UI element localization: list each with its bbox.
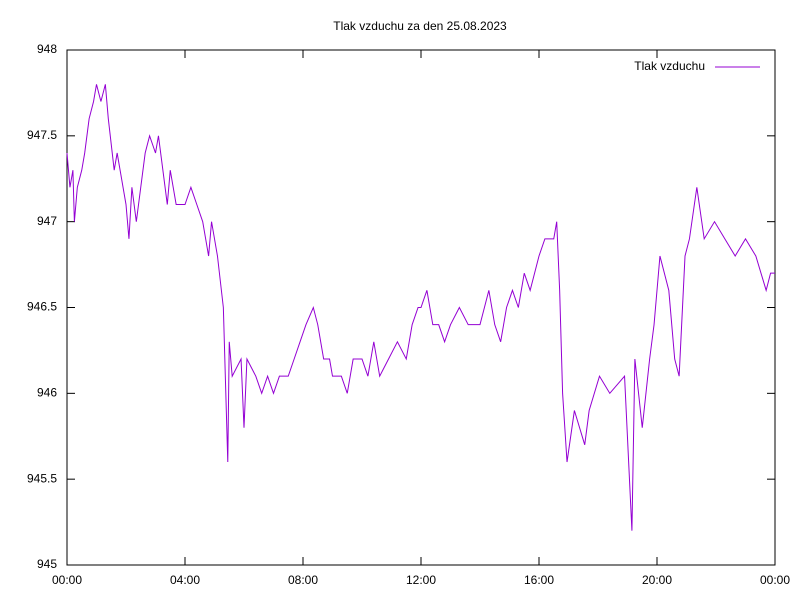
x-tick-label: 20:00 bbox=[642, 573, 672, 587]
y-tick-label: 947.5 bbox=[27, 128, 57, 142]
x-tick-label: 16:00 bbox=[524, 573, 554, 587]
x-tick-label: 04:00 bbox=[170, 573, 200, 587]
y-tick-label: 947 bbox=[37, 214, 57, 228]
chart-title: Tlak vzduchu za den 25.08.2023 bbox=[333, 19, 507, 33]
x-tick-label: 08:00 bbox=[288, 573, 318, 587]
data-line bbox=[66, 84, 775, 531]
y-tick-label: 946.5 bbox=[27, 300, 57, 314]
y-tick-label: 946 bbox=[37, 386, 57, 400]
y-tick-label: 948 bbox=[37, 42, 57, 56]
y-tick-label: 945.5 bbox=[27, 471, 57, 485]
x-tick-label: 12:00 bbox=[406, 573, 436, 587]
plot-border bbox=[66, 49, 776, 566]
y-tick-label: 945 bbox=[37, 557, 57, 571]
x-tick-label: 00:00 bbox=[52, 573, 82, 587]
x-tick-label: 00:00 bbox=[760, 573, 790, 587]
legend-label: Tlak vzduchu bbox=[634, 59, 705, 73]
